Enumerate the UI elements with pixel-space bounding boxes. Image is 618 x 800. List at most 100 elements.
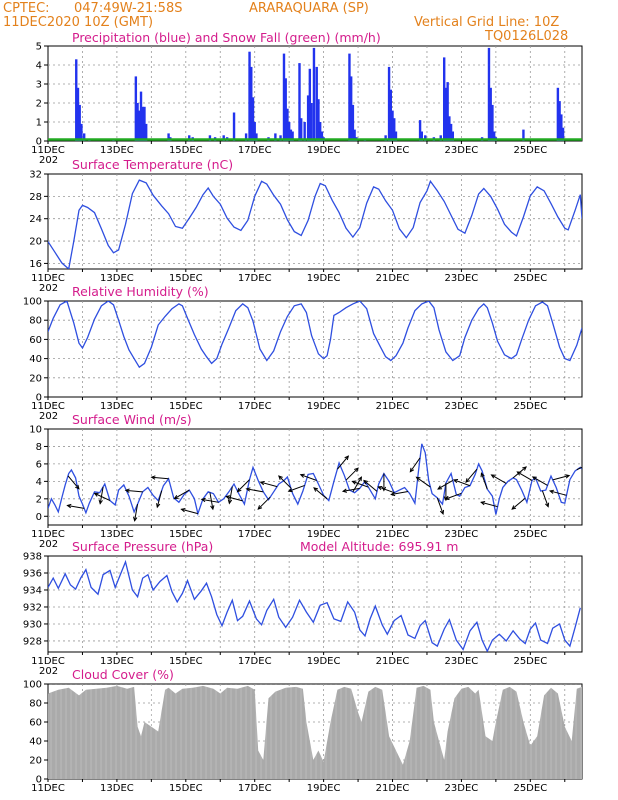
panel-data (48, 301, 582, 369)
precip-bar (389, 89, 392, 141)
wind-vector-head (66, 503, 72, 509)
panel-frame (47, 555, 583, 653)
wind-vector (541, 490, 549, 507)
precip-bar (244, 133, 248, 141)
wind-vector-head (357, 476, 362, 482)
precip-bar (139, 91, 143, 141)
precip-bar (317, 99, 320, 141)
x-tick-label: 15DEC (169, 656, 203, 667)
y-tick-label: 2 (36, 494, 42, 505)
precip-bar (286, 108, 289, 141)
y-tick-label: 3 (36, 80, 42, 91)
x-year-label: 202 (39, 155, 58, 166)
panel-frame (47, 173, 583, 270)
precip-bar (349, 76, 353, 141)
wind-vector (436, 497, 444, 515)
x-tick-label: 21DEC (376, 656, 410, 667)
x-tick-label: 21DEC (376, 783, 410, 794)
wind-vector-head (516, 471, 522, 476)
precip-bar (82, 133, 86, 141)
precip-bar (298, 63, 301, 141)
x-tick-label: 15DEC (169, 401, 203, 412)
series-line (48, 301, 582, 369)
wind-vector (94, 492, 111, 502)
x-tick-label: 17DEC (238, 401, 272, 412)
wind-vector-head (173, 495, 179, 500)
precip-bar (188, 135, 191, 141)
precip-bar (384, 135, 387, 141)
wind-vector (445, 492, 462, 500)
wind-vector (491, 474, 507, 484)
precip-bar (320, 131, 324, 141)
y-tick-label: 32 (29, 170, 42, 181)
precip-bar (394, 131, 398, 141)
wind-vector (228, 486, 233, 504)
x-tick-label: 17DEC (238, 783, 272, 794)
wind-vector (363, 480, 378, 492)
panel-title: Surface Temperature (nC) (72, 157, 233, 172)
precip-bar (76, 87, 80, 141)
precip-bar (489, 87, 492, 141)
y-tick-label: 0 (36, 775, 42, 786)
precip-bar (167, 133, 170, 141)
precip-bar (138, 110, 141, 141)
precip-bar (287, 122, 291, 141)
wind-vector (453, 479, 471, 487)
panel-3: 0 20 40 60 80 100 11DEC 13DEC 15DEC 17DEC 19DEC 21D… (23, 284, 583, 422)
precip-bar (308, 68, 312, 141)
precip-bar (253, 122, 256, 141)
y-tick-label: 932 (23, 602, 42, 613)
panel-title: Surface Pressure (hPa) (72, 539, 213, 554)
precip-bar (279, 135, 282, 141)
wind-vector (260, 481, 278, 488)
wind-vector (156, 490, 163, 508)
x-tick-label: 17DEC (238, 529, 272, 540)
wind-vector-head (313, 487, 319, 492)
y-tick-label: 0 (36, 137, 42, 148)
x-tick-label: 19DEC (307, 273, 341, 284)
x-tick-label: 17DEC (238, 145, 272, 156)
precip-bar (448, 116, 451, 141)
wind-vector-head (531, 476, 537, 481)
wind-vector (300, 474, 317, 481)
wind-vector-head (227, 499, 233, 505)
wind-vector-head (444, 495, 450, 501)
wind-vector-head (225, 495, 231, 500)
series-line (48, 179, 582, 269)
precip-bar (449, 123, 453, 141)
wind-vector (201, 498, 219, 503)
precip-bar (420, 131, 423, 141)
wind-vector (99, 486, 104, 504)
wind-vector-head (363, 479, 368, 485)
y-tick-label: 5 (36, 42, 42, 53)
series-line (48, 559, 581, 652)
wind-vector-head (437, 485, 443, 490)
y-tick-label: 936 (23, 568, 42, 579)
x-tick-label: 17DEC (238, 656, 272, 667)
x-year-label: 202 (39, 539, 58, 550)
x-tick-label: 15DEC (169, 145, 203, 156)
x-tick-label: 15DEC (169, 783, 203, 794)
wind-vector (391, 491, 409, 495)
x-tick-label: 25DEC (513, 145, 547, 156)
panel-data (48, 684, 582, 779)
x-tick-label: 19DEC (307, 529, 341, 540)
precip-bar (136, 103, 139, 141)
wind-vector-head (210, 505, 215, 511)
y-tick-label: 80 (29, 316, 42, 327)
wind-vector-head (257, 505, 263, 510)
header-coords: 047:49W-21:58S (74, 1, 183, 16)
panel-data (48, 47, 582, 141)
y-tick-label: 16 (29, 259, 42, 270)
wind-vector (576, 466, 582, 471)
x-tick-label: 21DEC (376, 273, 410, 284)
precip-bar (492, 131, 496, 141)
precip-bar (303, 122, 306, 141)
panel-2: 16 20 24 28 32 11DEC 13DEC 15DEC 17DEC 19DEC 21DEC… (29, 157, 583, 294)
precip-bar (134, 76, 138, 141)
y-tick-label: 928 (23, 636, 42, 647)
y-tick-label: 930 (23, 619, 42, 630)
precip-bar (141, 106, 144, 141)
precip-bar (391, 110, 394, 141)
